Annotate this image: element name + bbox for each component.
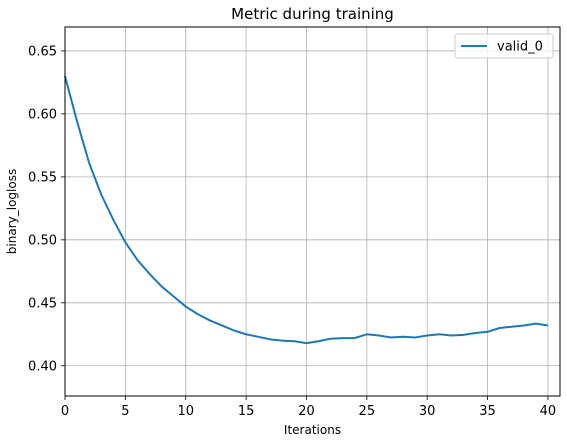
x-tick-label: 25	[359, 404, 376, 419]
y-axis-title: binary_logloss	[5, 169, 19, 254]
grid	[64, 27, 560, 396]
x-tick-label: 30	[419, 404, 436, 419]
x-tick-label: 40	[540, 404, 557, 419]
legend-box	[454, 33, 554, 59]
plot-lines	[64, 75, 549, 345]
y-tick-label: 0.45	[28, 296, 57, 311]
x-axis-title: Iterations	[284, 423, 341, 437]
x-tick-label: 35	[479, 404, 496, 419]
series-line	[64, 75, 549, 345]
x-tick-label: 5	[121, 404, 129, 419]
y-tick-label: 0.65	[28, 44, 57, 59]
legend: valid_0	[454, 33, 554, 59]
x-tick-label: 10	[177, 404, 194, 419]
y-tick-label: 0.60	[28, 107, 57, 122]
y-tick-label: 0.50	[28, 233, 57, 248]
x-tick-label: 15	[238, 404, 255, 419]
x-tick-label: 0	[61, 404, 69, 419]
x-tick-label: 20	[298, 404, 315, 419]
y-tick-label: 0.55	[28, 170, 57, 185]
plot-frame	[64, 26, 561, 397]
ticks: 0 5 10 15 20 25 30 35 40 0.40 0.45 0.50 0.55 0.60 0.65	[28, 44, 556, 419]
y-tick-label: 0.40	[28, 359, 57, 374]
chart-title: Metric during training	[231, 5, 394, 23]
legend-label: valid_0	[497, 40, 543, 55]
